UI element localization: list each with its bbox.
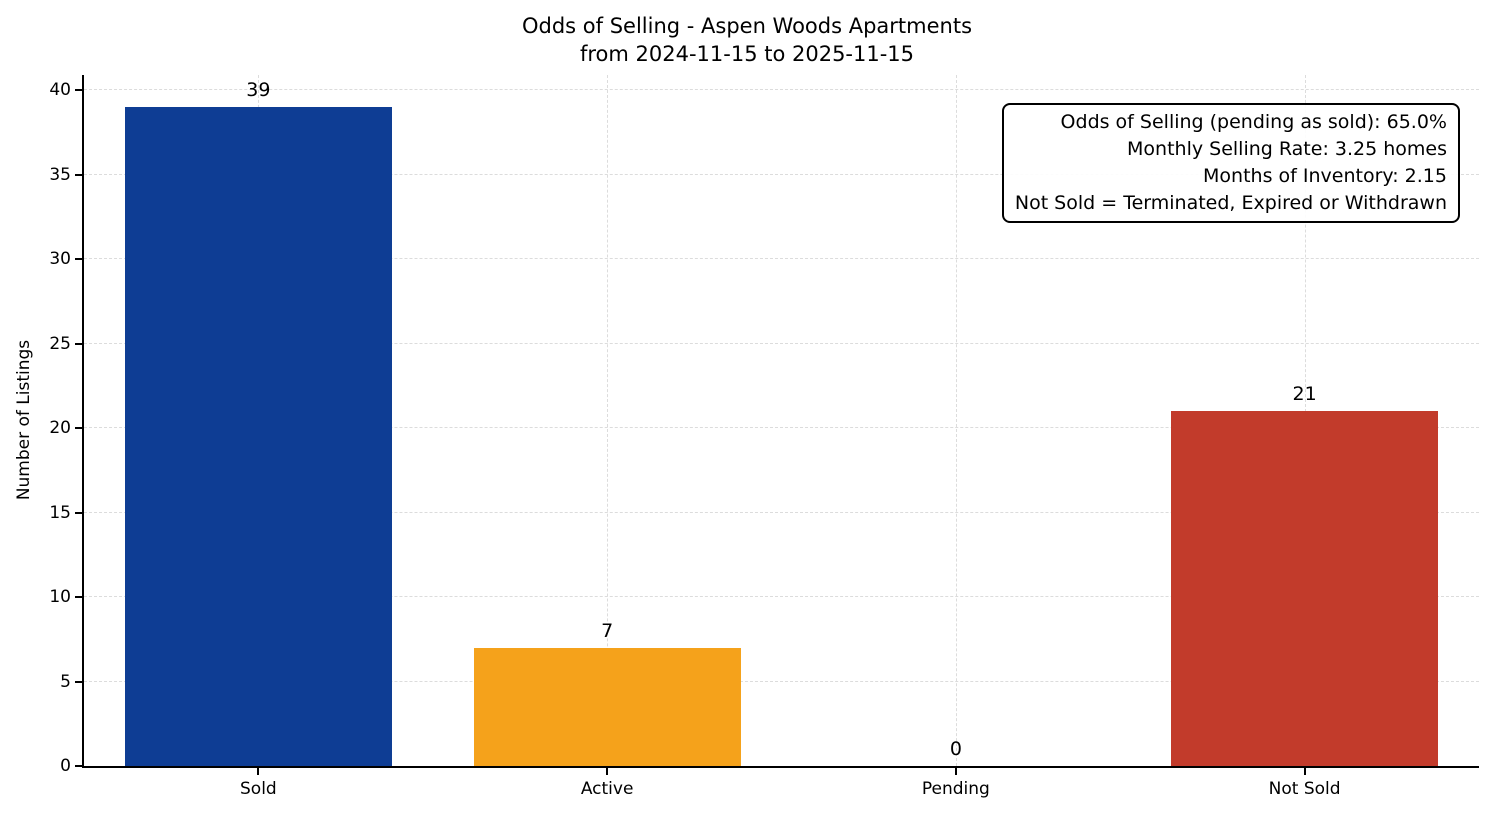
x-tick-mark bbox=[606, 768, 609, 775]
x-tick-mark bbox=[257, 768, 260, 775]
bar-value-not-sold: 21 bbox=[1292, 383, 1317, 406]
y-tick-mark bbox=[75, 765, 82, 767]
y-tick-label: 25 bbox=[49, 333, 71, 354]
y-gridline bbox=[84, 427, 1479, 429]
y-tick-label: 10 bbox=[49, 587, 71, 608]
y-gridline bbox=[84, 596, 1479, 598]
chart-title-block: Odds of Selling - Aspen Woods Apartments… bbox=[0, 12, 1494, 68]
y-tick-label: 30 bbox=[49, 249, 71, 270]
bar-value-sold: 39 bbox=[246, 79, 271, 102]
y-tick-label: 15 bbox=[49, 502, 71, 523]
y-tick-mark bbox=[75, 596, 82, 599]
y-gridline bbox=[84, 680, 1479, 682]
x-tick-label-sold: Sold bbox=[240, 779, 277, 799]
bar-active bbox=[473, 647, 741, 766]
x-tick-label-pending: Pending bbox=[921, 779, 990, 799]
y-tick-label: 5 bbox=[60, 671, 71, 692]
y-axis-label: Number of Listings bbox=[14, 339, 34, 501]
y-gridline bbox=[84, 511, 1479, 513]
bar-value-pending: 0 bbox=[949, 738, 962, 760]
y-tick-label: 40 bbox=[49, 80, 71, 101]
x-tick-mark bbox=[954, 768, 957, 775]
y-tick-mark bbox=[75, 258, 82, 261]
x-tick-mark bbox=[1303, 768, 1306, 775]
y-gridline bbox=[84, 89, 1479, 91]
y-tick-label: 20 bbox=[49, 418, 71, 439]
annotation-line-odds: Odds of Selling (pending as sold): 65.0% bbox=[1060, 111, 1447, 133]
chart-subtitle: from 2024-11-15 to 2025-11-15 bbox=[579, 42, 915, 66]
annotation-box: Odds of Selling (pending as sold): 65.0%… bbox=[1001, 103, 1460, 223]
y-tick-mark bbox=[75, 89, 82, 92]
x-gridline bbox=[607, 75, 609, 766]
y-tick-mark bbox=[75, 680, 82, 683]
annotation-line-notsold-def: Not Sold = Terminated, Expired or Withdr… bbox=[1014, 192, 1447, 214]
bar-not-sold bbox=[1171, 411, 1438, 766]
bar-sold bbox=[124, 107, 392, 766]
y-tick-mark bbox=[75, 342, 82, 345]
y-tick-mark bbox=[75, 173, 82, 176]
y-gridline bbox=[84, 342, 1479, 344]
y-tick-label: 0 bbox=[60, 756, 71, 776]
annotation-line-inventory: Months of Inventory: 2.15 bbox=[1203, 165, 1447, 187]
plot-area: Odds of Selling (pending as sold): 65.0%… bbox=[49, 75, 1479, 799]
y-gridline bbox=[84, 258, 1479, 260]
y-tick-mark bbox=[75, 427, 82, 430]
chart-title: Odds of Selling - Aspen Woods Apartments bbox=[521, 14, 973, 38]
y-gridline bbox=[84, 173, 1479, 175]
x-gridline bbox=[955, 75, 957, 766]
x-tick-label-active: Active bbox=[580, 779, 634, 799]
annotation-line-rate: Monthly Selling Rate: 3.25 homes bbox=[1127, 138, 1447, 160]
y-tick-mark bbox=[75, 511, 82, 514]
bar-value-active: 7 bbox=[601, 619, 614, 642]
x-tick-label-not-sold: Not Sold bbox=[1268, 779, 1341, 799]
y-tick-label: 35 bbox=[49, 164, 71, 185]
